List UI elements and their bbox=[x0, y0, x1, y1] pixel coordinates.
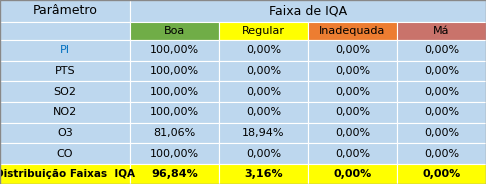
Text: Distribuição Faixas  IQA: Distribuição Faixas IQA bbox=[0, 169, 135, 179]
Text: NO2: NO2 bbox=[53, 107, 77, 117]
Bar bbox=[219, 22, 308, 40]
Bar bbox=[219, 143, 308, 164]
Bar bbox=[397, 61, 486, 81]
Bar bbox=[0, 164, 130, 184]
Bar bbox=[397, 40, 486, 61]
Bar bbox=[308, 40, 397, 61]
Text: Regular: Regular bbox=[242, 26, 285, 36]
Bar bbox=[219, 102, 308, 123]
Text: 0,00%: 0,00% bbox=[335, 87, 370, 97]
Bar bbox=[397, 164, 486, 184]
Bar bbox=[219, 40, 308, 61]
Bar bbox=[308, 164, 397, 184]
Text: Parâmetro: Parâmetro bbox=[33, 4, 97, 17]
Text: 96,84%: 96,84% bbox=[151, 169, 198, 179]
Bar bbox=[308, 102, 397, 123]
Bar bbox=[397, 81, 486, 102]
Bar bbox=[0, 61, 130, 81]
Text: Inadequada: Inadequada bbox=[319, 26, 386, 36]
Bar bbox=[0, 40, 130, 61]
Text: 0,00%: 0,00% bbox=[424, 128, 459, 138]
Bar bbox=[0, 0, 130, 22]
Text: 0,00%: 0,00% bbox=[422, 169, 461, 179]
Text: 0,00%: 0,00% bbox=[424, 66, 459, 76]
Text: Má: Má bbox=[433, 26, 450, 36]
Bar bbox=[130, 102, 219, 123]
Bar bbox=[130, 81, 219, 102]
Bar bbox=[130, 40, 219, 61]
Bar bbox=[130, 123, 219, 143]
Text: 0,00%: 0,00% bbox=[335, 107, 370, 117]
Text: 0,00%: 0,00% bbox=[335, 128, 370, 138]
Text: 0,00%: 0,00% bbox=[335, 149, 370, 159]
Text: 0,00%: 0,00% bbox=[246, 66, 281, 76]
Text: 0,00%: 0,00% bbox=[335, 66, 370, 76]
Text: 0,00%: 0,00% bbox=[246, 107, 281, 117]
Bar bbox=[308, 81, 397, 102]
Bar bbox=[219, 61, 308, 81]
Bar bbox=[0, 102, 130, 123]
Bar bbox=[0, 22, 130, 40]
Bar bbox=[0, 81, 130, 102]
Bar bbox=[130, 22, 219, 40]
Text: 100,00%: 100,00% bbox=[150, 45, 199, 55]
Text: O3: O3 bbox=[57, 128, 73, 138]
Text: 100,00%: 100,00% bbox=[150, 87, 199, 97]
Bar bbox=[308, 61, 397, 81]
Bar bbox=[130, 143, 219, 164]
Text: 0,00%: 0,00% bbox=[246, 149, 281, 159]
Text: 0,00%: 0,00% bbox=[335, 45, 370, 55]
Text: 0,00%: 0,00% bbox=[424, 149, 459, 159]
Bar bbox=[130, 61, 219, 81]
Bar bbox=[308, 22, 397, 40]
Bar bbox=[397, 102, 486, 123]
Bar bbox=[0, 123, 130, 143]
Text: 0,00%: 0,00% bbox=[424, 87, 459, 97]
Text: 100,00%: 100,00% bbox=[150, 149, 199, 159]
Text: 0,00%: 0,00% bbox=[424, 107, 459, 117]
Text: 100,00%: 100,00% bbox=[150, 66, 199, 76]
Text: CO: CO bbox=[57, 149, 73, 159]
Text: Boa: Boa bbox=[164, 26, 185, 36]
Bar bbox=[219, 164, 308, 184]
Text: 0,00%: 0,00% bbox=[333, 169, 372, 179]
Bar bbox=[219, 123, 308, 143]
Bar bbox=[397, 123, 486, 143]
Bar bbox=[130, 164, 219, 184]
Text: Faixa de IQA: Faixa de IQA bbox=[269, 4, 347, 17]
Bar bbox=[308, 123, 397, 143]
Text: 0,00%: 0,00% bbox=[246, 87, 281, 97]
Text: 3,16%: 3,16% bbox=[244, 169, 283, 179]
Text: PTS: PTS bbox=[55, 66, 75, 76]
Text: 18,94%: 18,94% bbox=[242, 128, 285, 138]
Bar bbox=[0, 143, 130, 164]
Bar bbox=[397, 22, 486, 40]
Bar bbox=[308, 143, 397, 164]
Text: 100,00%: 100,00% bbox=[150, 107, 199, 117]
Text: PI: PI bbox=[60, 45, 70, 55]
Text: 81,06%: 81,06% bbox=[154, 128, 196, 138]
Bar bbox=[130, 0, 486, 22]
Text: SO2: SO2 bbox=[53, 87, 76, 97]
Text: 0,00%: 0,00% bbox=[246, 45, 281, 55]
Bar bbox=[219, 81, 308, 102]
Bar bbox=[397, 143, 486, 164]
Text: 0,00%: 0,00% bbox=[424, 45, 459, 55]
